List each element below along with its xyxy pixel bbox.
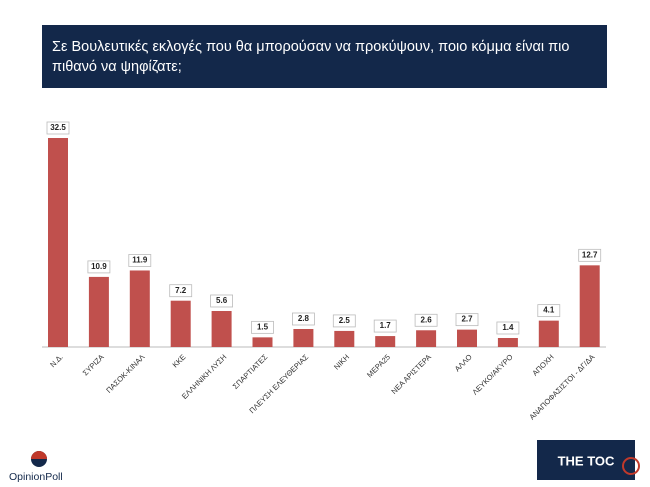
x-tick-label: ΝΙΚΗ [332, 352, 351, 371]
value-label-box [373, 319, 397, 333]
value-label-box [128, 254, 152, 267]
value-label-box [414, 313, 438, 327]
logo-box [537, 440, 635, 480]
x-tick-label: ΚΚΕ [171, 352, 188, 369]
value-label: 1.4 [502, 323, 514, 332]
x-tick-label: ΜΕΡΑ25 [365, 352, 392, 379]
value-label-box [455, 313, 479, 327]
value-label: 1.7 [380, 321, 392, 330]
value-label: 32.5 [50, 123, 66, 132]
bar [170, 300, 191, 347]
bar [334, 330, 355, 347]
value-label-box [169, 284, 193, 298]
x-tick-label: Ν.Δ. [48, 352, 65, 369]
value-label-box [332, 314, 356, 328]
value-label: 7.2 [175, 286, 187, 295]
bar [457, 329, 477, 347]
value-label: 11.9 [132, 256, 148, 265]
logo-icon [622, 457, 640, 475]
x-tick-label: ΕΛΛΗΝΙΚΗ ΛΥΣΗ [180, 352, 228, 400]
bar [293, 328, 314, 347]
bar [375, 336, 396, 347]
bar [48, 138, 68, 347]
x-tick-label: ΣΠΑΡΤΙΑΤΕΣ [231, 352, 270, 391]
bar [129, 270, 150, 347]
x-tick-label: ΑΛΛΟ [453, 352, 474, 373]
value-label-box [210, 294, 234, 308]
opinionpoll-logo: OpinionPoll [9, 451, 63, 483]
x-tick-label: ΣΥΡΙΖΑ [81, 352, 106, 377]
x-tick-label: ΝΕΑ ΑΡΙΣΤΕΡΑ [389, 352, 432, 395]
logo-text: OpinionPoll [9, 471, 63, 483]
bar [211, 310, 232, 347]
value-label-box [537, 304, 561, 318]
value-label-box [251, 320, 274, 334]
value-label: 4.1 [543, 306, 555, 315]
value-label-box [87, 260, 111, 274]
x-tick-label: ΑΠΟΧΗ [530, 352, 555, 377]
value-label-box [291, 312, 315, 326]
value-label: 1.5 [257, 322, 269, 331]
bar [252, 337, 273, 347]
value-label: 5.6 [216, 296, 228, 305]
value-label-box [496, 321, 520, 335]
value-label: 2.6 [421, 315, 433, 324]
value-label: 2.5 [339, 316, 351, 325]
bar [579, 265, 600, 347]
value-label-box [578, 248, 602, 262]
chart-title: Σε Βουλευτικές εκλογές που θα μπορούσαν … [42, 25, 607, 88]
logo-icon [31, 451, 47, 459]
logo-text: THE TOC [558, 453, 615, 468]
bar [416, 330, 437, 347]
value-label: 2.7 [461, 315, 473, 324]
bar [497, 337, 518, 347]
value-label: 2.8 [298, 314, 310, 323]
value-label: 12.7 [582, 250, 598, 259]
bar [538, 320, 559, 347]
value-label-box [46, 121, 70, 135]
value-label: 10.9 [91, 262, 107, 271]
x-tick-label: ΛΕΥΚΟ/ΑΚΥΡΟ [470, 352, 514, 396]
toc-logo: THE TOC [537, 440, 640, 480]
bar [88, 276, 109, 347]
x-tick-label: ΠΑΣΟΚ-ΚΙΝΑΛ [104, 352, 146, 394]
